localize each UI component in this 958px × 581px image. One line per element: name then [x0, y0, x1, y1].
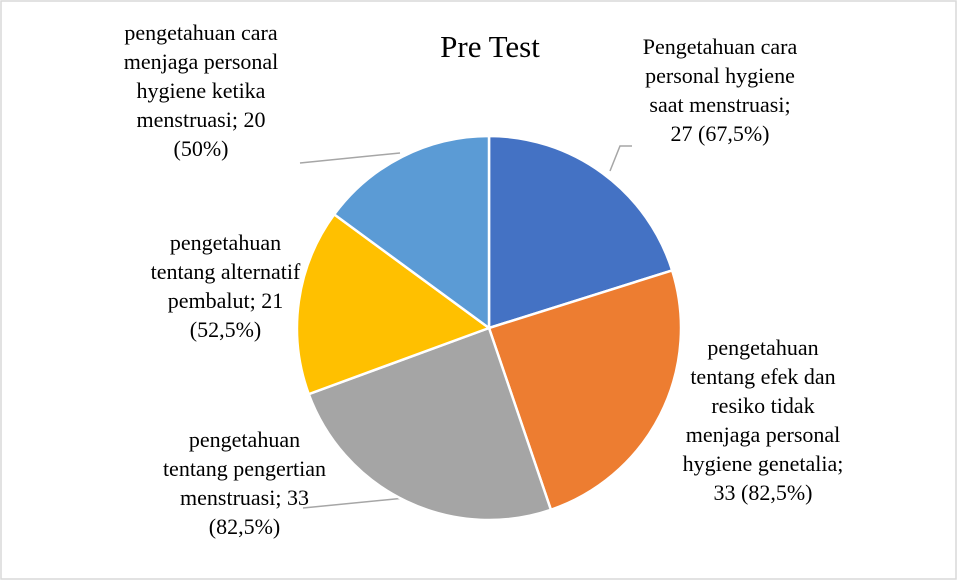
data-label: pengetahuan tentang pengertian menstruas…	[162, 427, 327, 539]
chart-title: Pre Test	[440, 29, 540, 64]
pie-slice	[307, 326, 553, 522]
pie-slice	[332, 134, 491, 331]
pie-slice	[487, 134, 674, 330]
leader-line	[302, 497, 406, 509]
leader-line	[299, 152, 401, 164]
pie-slice	[487, 268, 683, 512]
pie-slice	[295, 212, 492, 396]
data-label: Pengetahuan cara personal hygiene saat m…	[642, 34, 798, 146]
leader-line	[609, 145, 632, 172]
data-label: pengetahuan tentang efek dan resiko tida…	[682, 335, 844, 505]
data-label: pengetahuan cara menjaga personal hygien…	[123, 20, 279, 161]
data-label: pengetahuan tentang alternatif pembalut;…	[150, 230, 301, 342]
